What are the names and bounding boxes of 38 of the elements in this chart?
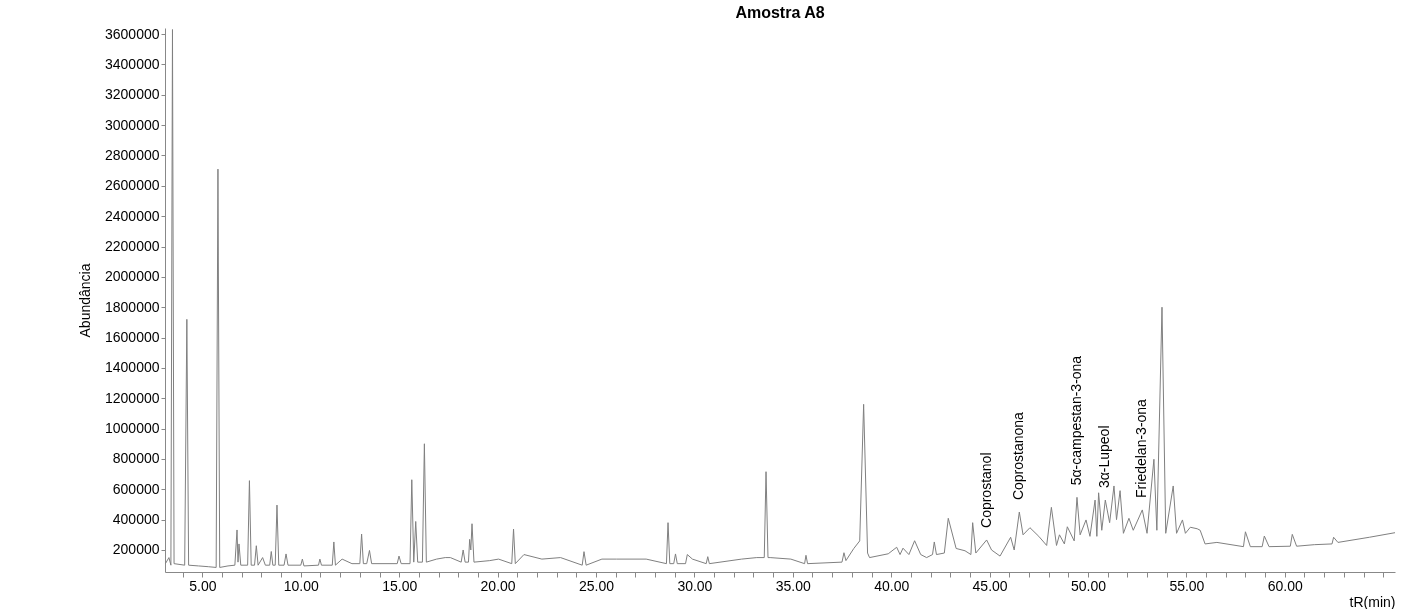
x-tick-label: 50.00 [1070, 577, 1107, 594]
x-tick-label: 40.00 [874, 577, 910, 594]
annotation: Coprostanol [977, 452, 994, 528]
y-tick-label: 3600000 [104, 25, 160, 42]
y-tick-label: 2000000 [104, 268, 160, 285]
y-tick-label: 2600000 [104, 177, 160, 194]
y-tick-label: 2200000 [104, 238, 160, 255]
y-tick-label: 2800000 [104, 146, 160, 163]
annotation: Coprostanona [1010, 411, 1027, 501]
chart-title: Amostra A8 [735, 4, 825, 22]
y-tick-label: 3200000 [104, 86, 160, 103]
y-tick-label: 1600000 [104, 329, 160, 346]
y-tick-label: 3400000 [104, 55, 160, 72]
x-tick-label: 30.00 [677, 577, 713, 594]
x-tick-label: 5.00 [189, 577, 217, 594]
x-tick-label: 20.00 [480, 577, 516, 594]
x-tick-label: 15.00 [382, 577, 418, 594]
y-tick-label: 1800000 [104, 298, 160, 315]
y-tick-label: 1000000 [104, 420, 160, 437]
annotation: 3α-Lupeol [1096, 425, 1113, 489]
y-tick-label: 400000 [112, 511, 160, 528]
x-tick-label: 45.00 [972, 577, 1008, 594]
x-tick-label: 35.00 [775, 577, 812, 594]
x-tick-label: 25.00 [578, 577, 615, 594]
y-tick-label: 200000 [112, 541, 160, 558]
annotation: Friedelan-3-ona [1133, 398, 1150, 498]
y-tick-label: 2400000 [104, 207, 160, 224]
x-tick-label: 55.00 [1169, 577, 1205, 594]
y-axis-title: Abundância [77, 263, 93, 338]
y-tick-label: 800000 [112, 450, 160, 467]
x-tick-label: 60.00 [1267, 577, 1304, 594]
y-tick-label: 1200000 [104, 389, 160, 406]
y-tick-label: 3000000 [104, 116, 160, 133]
y-tick-label: 1400000 [104, 359, 160, 376]
annotation: 5α-campestan-3-ona [1067, 355, 1084, 486]
x-axis-title: tR(min) [1349, 593, 1396, 609]
y-tick-label: 600000 [112, 480, 160, 497]
x-tick-label: 10.00 [283, 577, 320, 594]
